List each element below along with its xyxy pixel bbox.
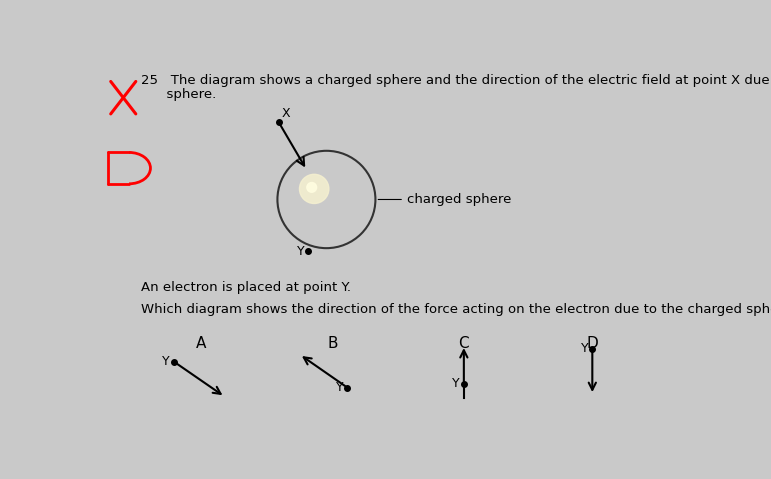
Text: Y: Y [162, 355, 170, 368]
Text: C: C [459, 336, 470, 351]
Text: Y: Y [335, 381, 343, 394]
Ellipse shape [299, 174, 329, 204]
Ellipse shape [307, 182, 317, 192]
Text: Y: Y [452, 377, 460, 390]
Text: charged sphere: charged sphere [407, 193, 511, 206]
Text: D: D [587, 336, 598, 351]
Text: 25   The diagram shows a charged sphere and the direction of the electric field : 25 The diagram shows a charged sphere an… [141, 74, 771, 87]
Text: X: X [281, 107, 290, 120]
Text: A: A [196, 336, 206, 351]
Text: B: B [327, 336, 338, 351]
Text: Y: Y [298, 245, 305, 258]
Text: sphere.: sphere. [141, 88, 217, 101]
Text: An electron is placed at point Y.: An electron is placed at point Y. [141, 281, 351, 294]
Text: Y: Y [581, 342, 588, 355]
Text: Which diagram shows the direction of the force acting on the electron due to the: Which diagram shows the direction of the… [141, 303, 771, 316]
